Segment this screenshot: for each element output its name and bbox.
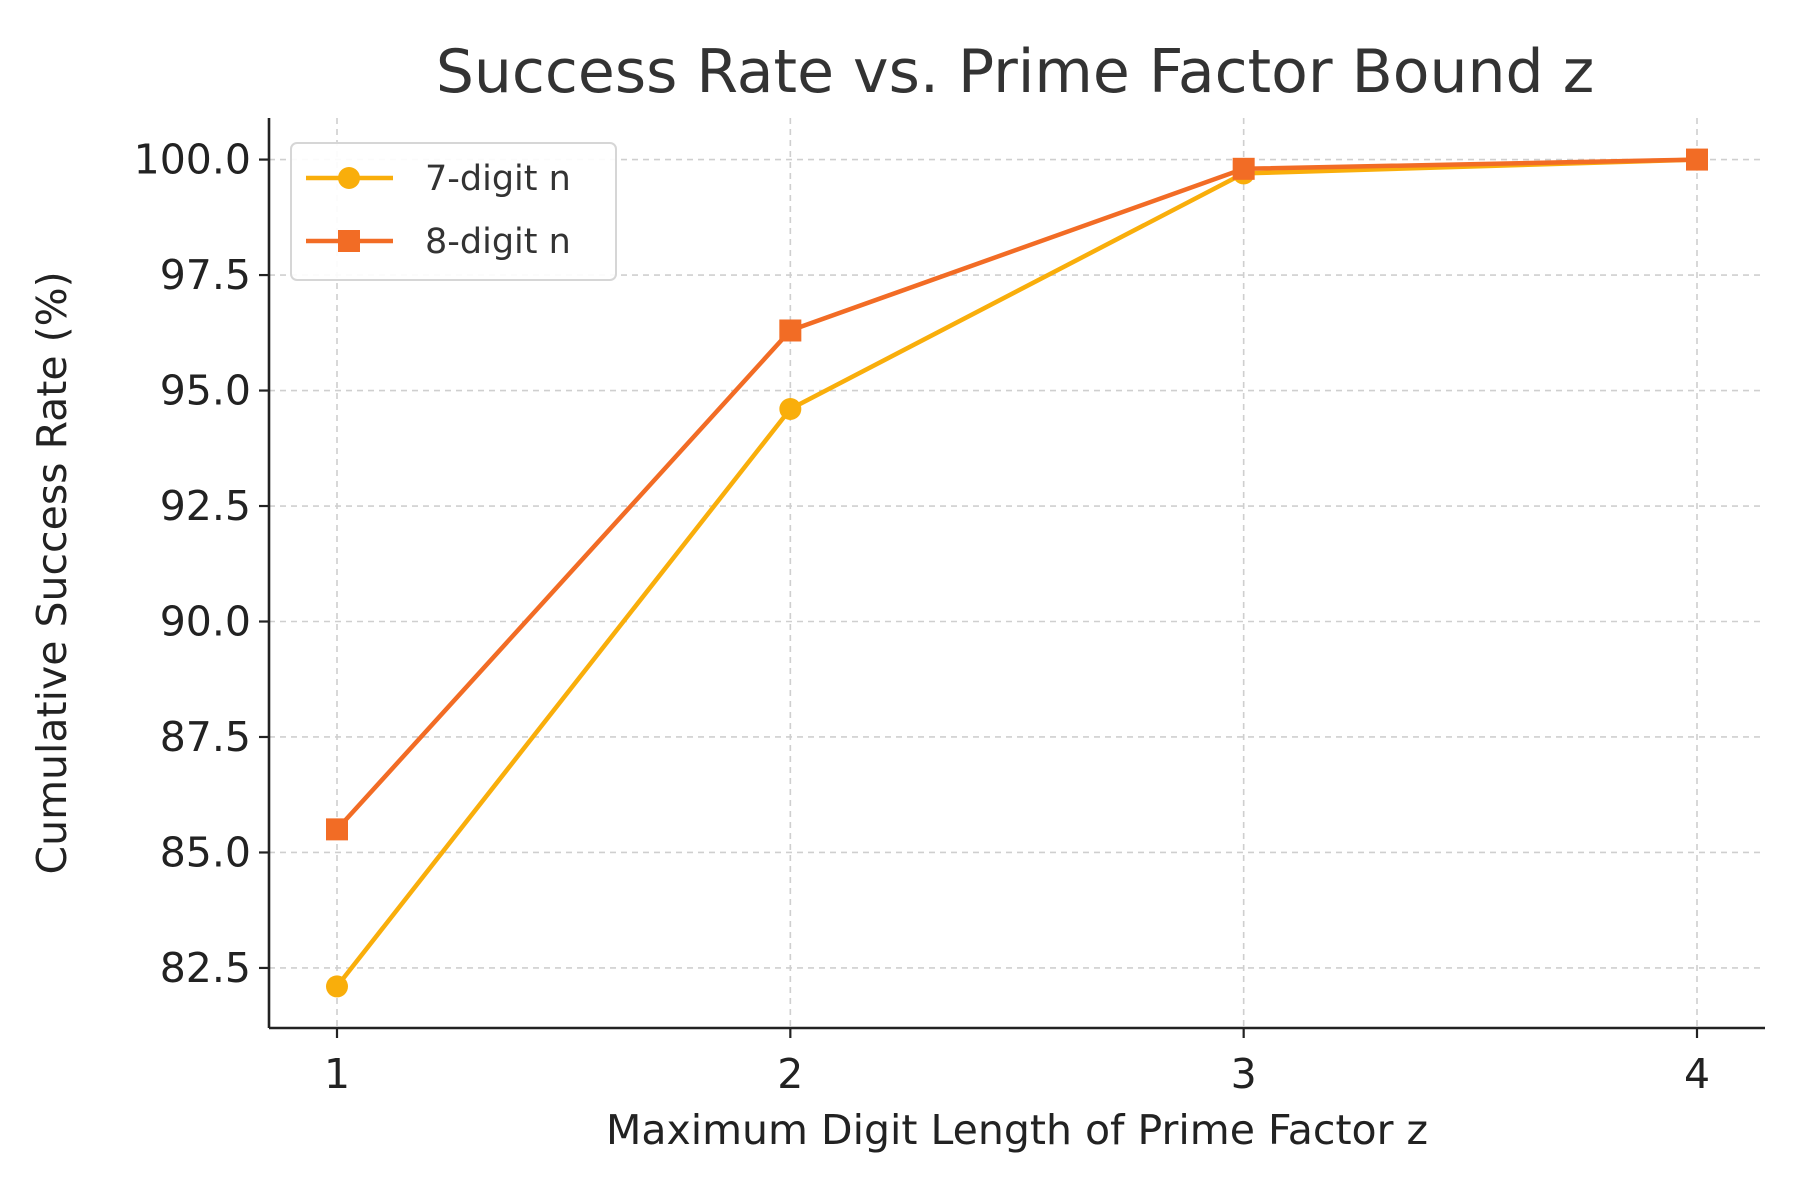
series-2-point [1686,148,1708,171]
series-1-point [779,398,802,421]
x-axis-label: Maximum Digit Length of Prime Factor z [606,1106,1428,1154]
y-axis-label: Cumulative Success Rate (%) [28,271,76,874]
y-tick-label: 100.0 [134,136,251,184]
y-ticks: 82.5 85.0 87.5 90.0 92.5 95.0 97.5 100.0 [134,136,269,992]
x-tick-label: 1 [324,1050,350,1098]
series-2-point [326,818,348,841]
legend-label-1: 7-digit n [425,159,571,199]
y-tick-label: 90.0 [160,598,251,646]
x-ticks: 1 2 3 4 [324,1028,1710,1098]
x-tick-label: 3 [1231,1050,1257,1098]
y-tick-label: 95.0 [160,367,251,415]
series-2-point [1232,157,1255,180]
series-line-1 [334,157,1700,989]
axes [267,118,1765,1030]
x-tick-label: 4 [1684,1050,1710,1098]
legend-label-2: 8-digit n [425,222,571,262]
legend-marker-1 [338,167,360,189]
legend: 7-digit n 8-digit n [290,142,617,281]
series-2-point [779,319,802,342]
series-lines [334,157,1700,989]
y-tick-label: 92.5 [160,482,251,530]
legend-marker-2 [338,230,360,252]
grid-lines [269,118,1765,1028]
y-tick-label: 87.5 [160,713,251,761]
y-tick-label: 97.5 [160,251,251,299]
chart-title: Success Rate vs. Prime Factor Bound z [436,37,1594,107]
y-tick-label: 85.0 [160,828,251,876]
y-tick-label: 82.5 [160,944,251,992]
series-markers [326,148,1708,998]
x-tick-label: 2 [777,1050,803,1098]
series-line-2 [334,157,1700,832]
series-1-point [326,975,348,998]
